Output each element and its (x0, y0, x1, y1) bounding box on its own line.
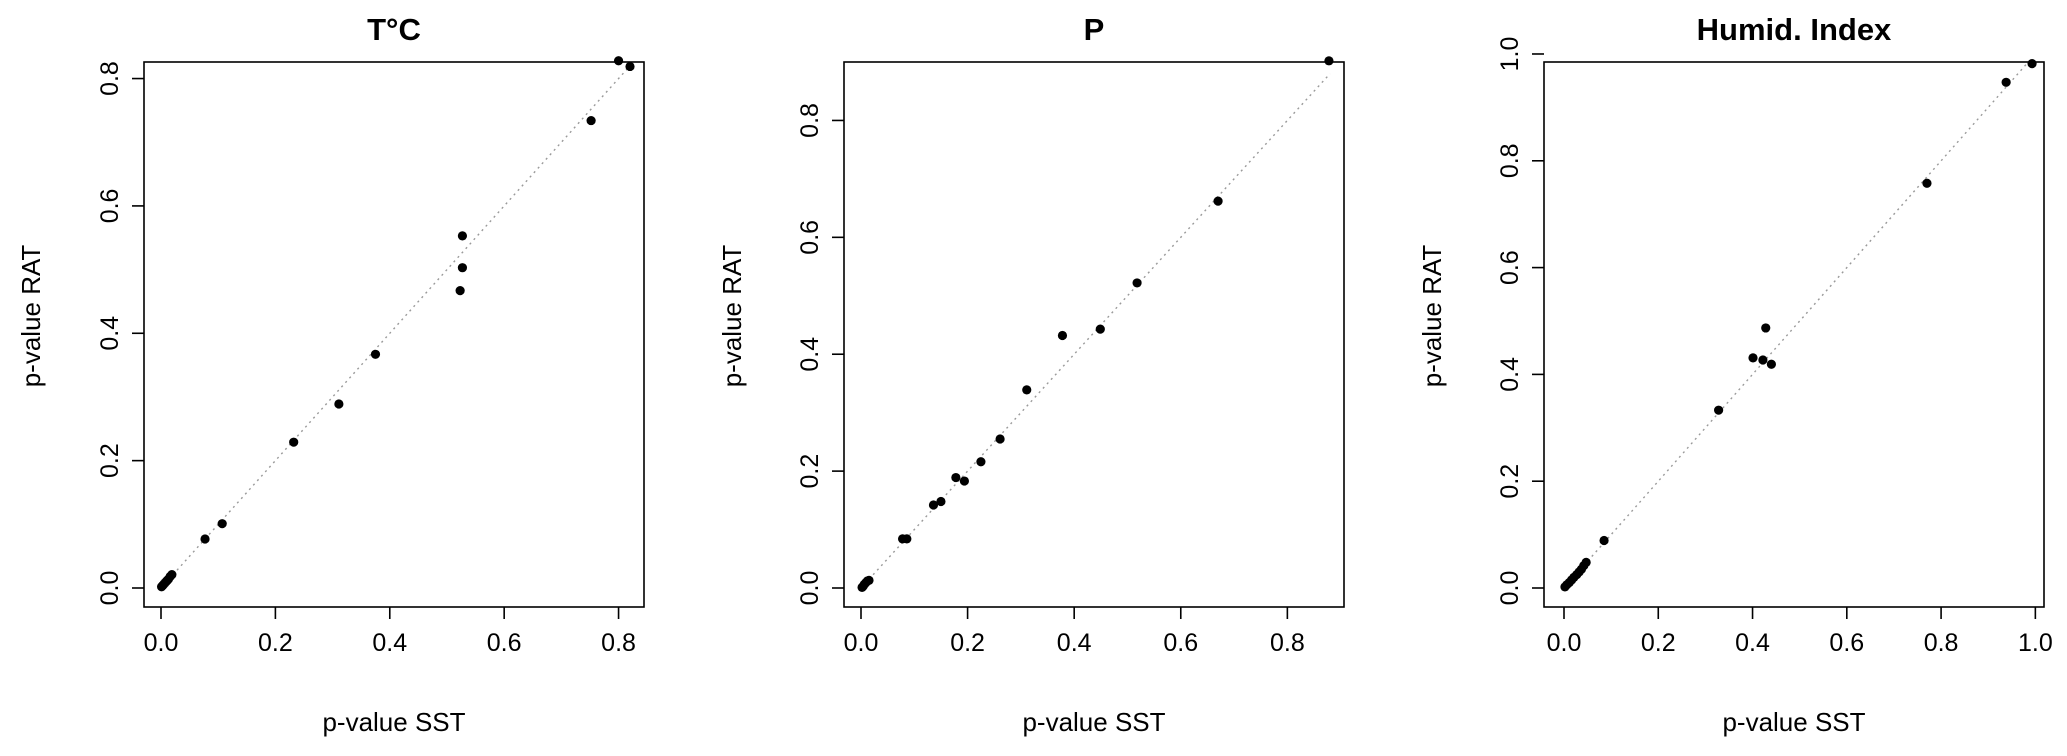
y-tick-label: 0.4 (1496, 357, 1524, 392)
y-tick-label: 0.4 (96, 316, 124, 351)
y-tick-label: 0.6 (96, 189, 124, 224)
identity-reference-line (860, 73, 1331, 589)
data-point (613, 56, 624, 66)
panel-title: P (1084, 12, 1105, 47)
data-point (200, 534, 210, 544)
y-tick-label: 0.0 (1496, 571, 1524, 606)
x-tick-label: 0.6 (1829, 629, 1864, 657)
y-tick-label: 0.8 (1496, 143, 1524, 178)
x-tick-label: 0.4 (1057, 629, 1092, 657)
y-tick-label: 0.8 (796, 103, 824, 138)
x-tick-label: 0.6 (487, 629, 522, 657)
data-point (2001, 77, 2011, 87)
x-tick-label: 0.0 (844, 629, 879, 657)
data-point (1057, 330, 1068, 341)
data-point (1748, 353, 1758, 363)
x-tick-label: 0.8 (601, 629, 636, 657)
x-tick-label: 0.6 (1163, 629, 1198, 657)
x-tick-label: 0.2 (258, 629, 293, 657)
marks-layer (857, 56, 1334, 593)
plot-frame (143, 61, 645, 608)
x-tick-label: 0.0 (1547, 629, 1582, 657)
data-point (1581, 557, 1591, 567)
y-axis-label: p-value RAT (717, 245, 747, 388)
panel-precipitation: P p-value SST p-value RAT 0.0 0.2 0.4 0.6 0.… (717, 12, 1345, 737)
marks-layer (156, 56, 635, 592)
x-tick-label: 0.8 (1270, 629, 1305, 657)
data-point (1095, 324, 1105, 334)
panel-temperature: T°C p-value SST p-value RAT 0.0 0.2 0.4 0.6… (16, 12, 645, 737)
data-point (1132, 278, 1142, 288)
y-tick-label: 0.6 (796, 220, 824, 255)
y-tick-label: 0.4 (796, 337, 824, 372)
y-tick-label: 0.2 (1496, 464, 1524, 499)
data-point (1599, 535, 1609, 546)
marks-layer (1560, 59, 2037, 592)
y-axis-label: p-value RAT (16, 245, 46, 388)
data-point (289, 437, 299, 447)
panel-title: Humid. Index (1697, 12, 1892, 47)
data-point (167, 570, 177, 580)
data-point (457, 231, 468, 241)
data-point (370, 349, 381, 359)
x-tick-label: 0.8 (1924, 629, 1959, 657)
data-point (1758, 355, 1768, 365)
data-point (455, 286, 465, 296)
y-tick-label: 0.0 (96, 571, 124, 606)
plot-frame (1543, 61, 2045, 608)
data-point (457, 263, 468, 273)
y-tick-label: 0.0 (796, 571, 824, 606)
panel-title: T°C (367, 12, 421, 47)
x-axis-label: p-value SST (322, 707, 465, 737)
y-tick-label: 0.8 (96, 61, 124, 96)
tick-layer: 0.0 0.2 0.4 0.6 0.8 0.0 0.2 0.4 0.6 0.8 (796, 103, 1305, 657)
identity-reference-line (1563, 61, 2029, 589)
panel-humidity-index: Humid. Index p-value SST p-value RAT 0.0… (1417, 12, 2053, 737)
y-tick-label: 0.2 (96, 443, 124, 478)
data-point (936, 496, 946, 507)
data-point (928, 500, 939, 510)
x-tick-label: 0.4 (372, 629, 407, 657)
data-point (1922, 178, 1932, 188)
x-tick-label: 0.4 (1735, 629, 1770, 657)
data-point (864, 575, 874, 586)
data-point (1022, 385, 1032, 395)
data-point (1766, 359, 1776, 369)
identity-reference-line (160, 65, 631, 589)
data-point (902, 534, 912, 544)
y-tick-label: 0.6 (1496, 250, 1524, 285)
data-point (995, 434, 1005, 444)
y-tick-label: 0.2 (796, 454, 824, 489)
data-point (976, 457, 986, 467)
x-tick-label: 1.0 (2018, 629, 2053, 657)
data-point (334, 399, 344, 409)
x-axis-label: p-value SST (1722, 707, 1865, 737)
data-point (586, 115, 596, 126)
data-point (1324, 56, 1334, 66)
plot-frame (843, 61, 1345, 608)
data-point (2027, 59, 2037, 69)
y-tick-label: 1.0 (1496, 37, 1524, 72)
data-point (625, 61, 635, 72)
data-point (951, 472, 961, 483)
data-point (217, 519, 227, 529)
x-tick-label: 0.2 (950, 629, 985, 657)
x-tick-label: 0.0 (144, 629, 179, 657)
tick-layer: 0.0 0.2 0.4 0.6 0.8 0.0 0.2 0.4 0.6 0.8 (96, 61, 636, 657)
y-axis-label: p-value RAT (1417, 245, 1447, 388)
tick-layer: 0.0 0.2 0.4 0.6 0.8 1.0 0.0 0.2 0.4 0.6 0.8 1.0 (1496, 37, 2053, 657)
data-point (959, 476, 969, 486)
data-point (1714, 405, 1724, 415)
data-point (1761, 323, 1771, 333)
x-axis-label: p-value SST (1022, 707, 1165, 737)
data-point (1213, 196, 1223, 206)
x-tick-label: 0.2 (1641, 629, 1676, 657)
